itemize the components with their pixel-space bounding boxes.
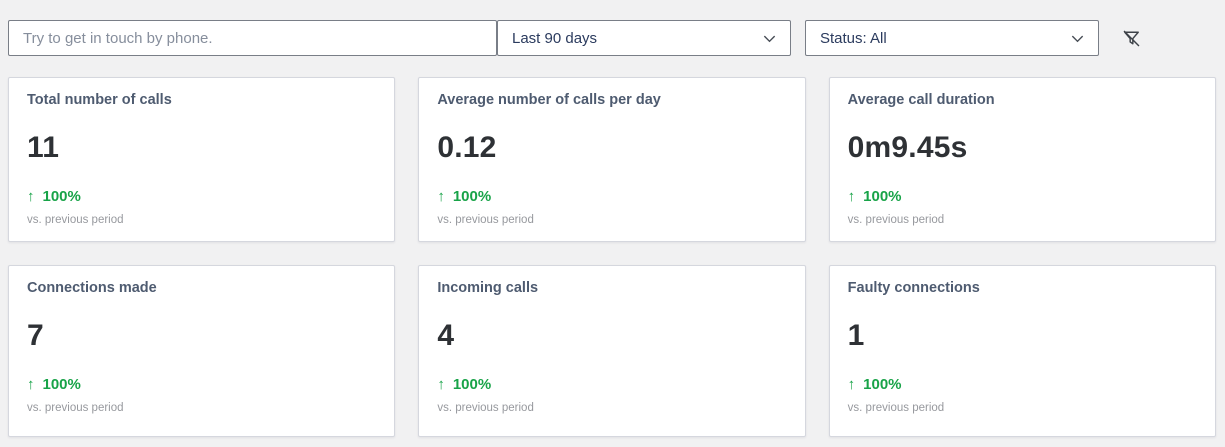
stat-card-title: Average number of calls per day (437, 92, 661, 108)
stat-card-title: Average call duration (847, 92, 995, 108)
stat-card-trend: ↑ 100% (27, 377, 374, 393)
trend-caption: vs. previous period (437, 402, 534, 414)
trend-percent: 100% (452, 188, 492, 205)
arrow-up-icon: ↑ (27, 188, 35, 205)
stat-card-avg-call-duration: Average call duration 0m9.45s ↑ 100% vs.… (828, 77, 1216, 242)
date-range-value: Last 90 days (512, 29, 598, 47)
chevron-down-icon (762, 31, 777, 46)
stats-grid: Total number of calls 11 ↑ 100% vs. prev… (0, 56, 1225, 437)
arrow-up-icon: ↑ (847, 376, 856, 393)
chevron-down-icon (1070, 31, 1085, 46)
search-input[interactable] (8, 20, 497, 56)
stat-card-faulty-connections: Faulty connections 1 ↑ 100% vs. previous… (828, 265, 1216, 437)
trend-percent: 100% (42, 376, 81, 393)
arrow-up-icon: ↑ (847, 188, 856, 205)
stat-card-title: Connections made (27, 280, 157, 296)
trend-percent: 100% (863, 376, 902, 393)
trend-percent: 100% (863, 188, 902, 205)
stat-card-connections-made: Connections made 7 ↑ 100% vs. previous p… (8, 265, 396, 437)
stat-card-trend: ↑ 100% (27, 189, 374, 205)
trend-caption: vs. previous period (437, 214, 534, 226)
trend-percent: 100% (452, 376, 492, 393)
filters-toolbar: Last 90 days Status: All (0, 0, 1225, 56)
stat-card-trend: ↑ 100% (848, 377, 1195, 393)
status-select[interactable]: Status: All (805, 20, 1099, 56)
stat-card-incoming-calls: Incoming calls 4 ↑ 100% vs. previous per… (418, 265, 806, 437)
stat-card-avg-calls-per-day: Average number of calls per day 0.12 ↑ 1… (418, 77, 806, 242)
arrow-up-icon: ↑ (437, 376, 445, 393)
stat-card-value: 0.12 (437, 131, 497, 164)
arrow-up-icon: ↑ (437, 188, 445, 205)
trend-caption: vs. previous period (847, 214, 945, 226)
filter-off-icon (1120, 27, 1143, 50)
stat-card-title: Incoming calls (437, 280, 539, 296)
trend-caption: vs. previous period (27, 402, 124, 414)
stat-card-value: 4 (437, 319, 455, 352)
clear-filters-button[interactable] (1116, 23, 1146, 53)
stat-card-value: 1 (847, 319, 865, 352)
stat-card-value: 11 (27, 131, 60, 164)
stat-card-title: Faulty connections (847, 280, 980, 296)
status-value: Status: All (820, 29, 887, 47)
stat-card-trend: ↑ 100% (437, 189, 784, 205)
arrow-up-icon: ↑ (27, 376, 35, 393)
stat-card-title: Total number of calls (27, 92, 172, 108)
stat-card-trend: ↑ 100% (437, 377, 784, 393)
stat-card-value: 0m9.45s (847, 131, 968, 164)
trend-caption: vs. previous period (847, 402, 945, 414)
trend-caption: vs. previous period (27, 214, 124, 226)
trend-percent: 100% (42, 188, 81, 205)
date-range-select[interactable]: Last 90 days (497, 20, 791, 56)
stat-card-value: 7 (27, 319, 44, 352)
stat-card-total-calls: Total number of calls 11 ↑ 100% vs. prev… (8, 77, 396, 242)
stat-card-trend: ↑ 100% (848, 189, 1195, 205)
